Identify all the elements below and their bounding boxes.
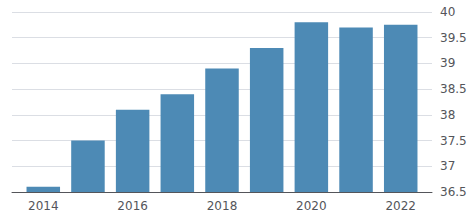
- svg-text:39: 39: [440, 56, 455, 70]
- svg-text:39.5: 39.5: [440, 31, 467, 45]
- svg-text:2016: 2016: [117, 199, 148, 213]
- svg-text:40: 40: [440, 5, 455, 19]
- svg-text:36.5: 36.5: [440, 185, 467, 199]
- svg-text:2014: 2014: [28, 199, 59, 213]
- svg-text:38.5: 38.5: [440, 82, 467, 96]
- svg-text:2018: 2018: [207, 199, 238, 213]
- svg-text:2022: 2022: [385, 199, 416, 213]
- svg-text:37.5: 37.5: [440, 134, 467, 148]
- svg-text:2020: 2020: [296, 199, 327, 213]
- svg-text:37: 37: [440, 159, 455, 173]
- svg-text:38: 38: [440, 108, 455, 122]
